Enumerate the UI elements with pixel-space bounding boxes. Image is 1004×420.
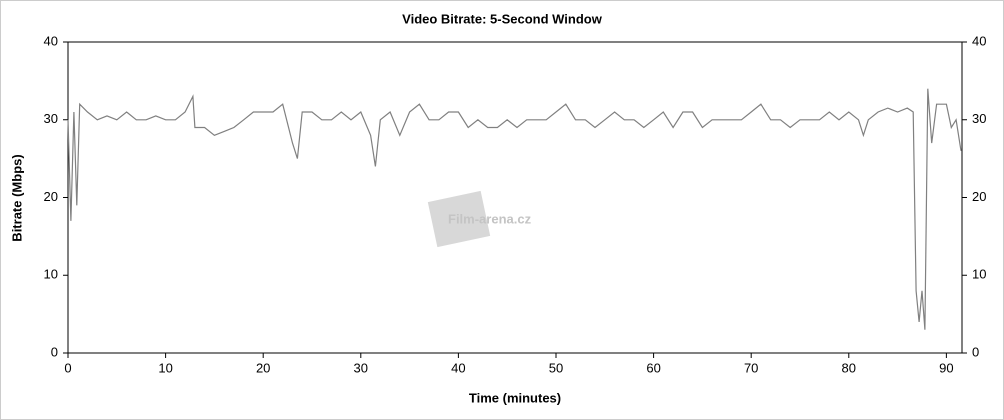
watermark-icon	[427, 190, 491, 248]
x-tick-label: 90	[939, 360, 953, 375]
x-tick-label: 60	[646, 360, 660, 375]
y2-tick-label: 20	[972, 189, 986, 204]
y2-tick-label: 40	[972, 33, 986, 48]
x-tick-label: 40	[451, 360, 465, 375]
x-tick-label: 70	[744, 360, 758, 375]
y2-tick-label: 30	[972, 111, 986, 126]
x-tick-label: 20	[256, 360, 270, 375]
x-axis-label: Time (minutes)	[469, 390, 561, 405]
x-tick-label: 0	[64, 360, 71, 375]
y-tick-label: 30	[44, 111, 58, 126]
chart-title: Video Bitrate: 5-Second Window	[402, 11, 603, 26]
y-axis-label: Bitrate (Mbps)	[9, 154, 24, 241]
x-tick-label: 50	[549, 360, 563, 375]
x-tick-label: 80	[842, 360, 856, 375]
bitrate-line	[67, 88, 962, 330]
y2-tick-label: 10	[972, 267, 986, 282]
y-tick-label: 0	[51, 344, 58, 359]
y-tick-label: 20	[44, 189, 58, 204]
y-tick-label: 40	[44, 33, 58, 48]
x-tick-label: 30	[354, 360, 368, 375]
watermark: Film-arena.cz	[427, 190, 532, 248]
y-tick-label: 10	[44, 267, 58, 282]
y2-tick-label: 0	[972, 344, 979, 359]
watermark-text: Film-arena.cz	[448, 211, 532, 226]
x-tick-label: 10	[158, 360, 172, 375]
